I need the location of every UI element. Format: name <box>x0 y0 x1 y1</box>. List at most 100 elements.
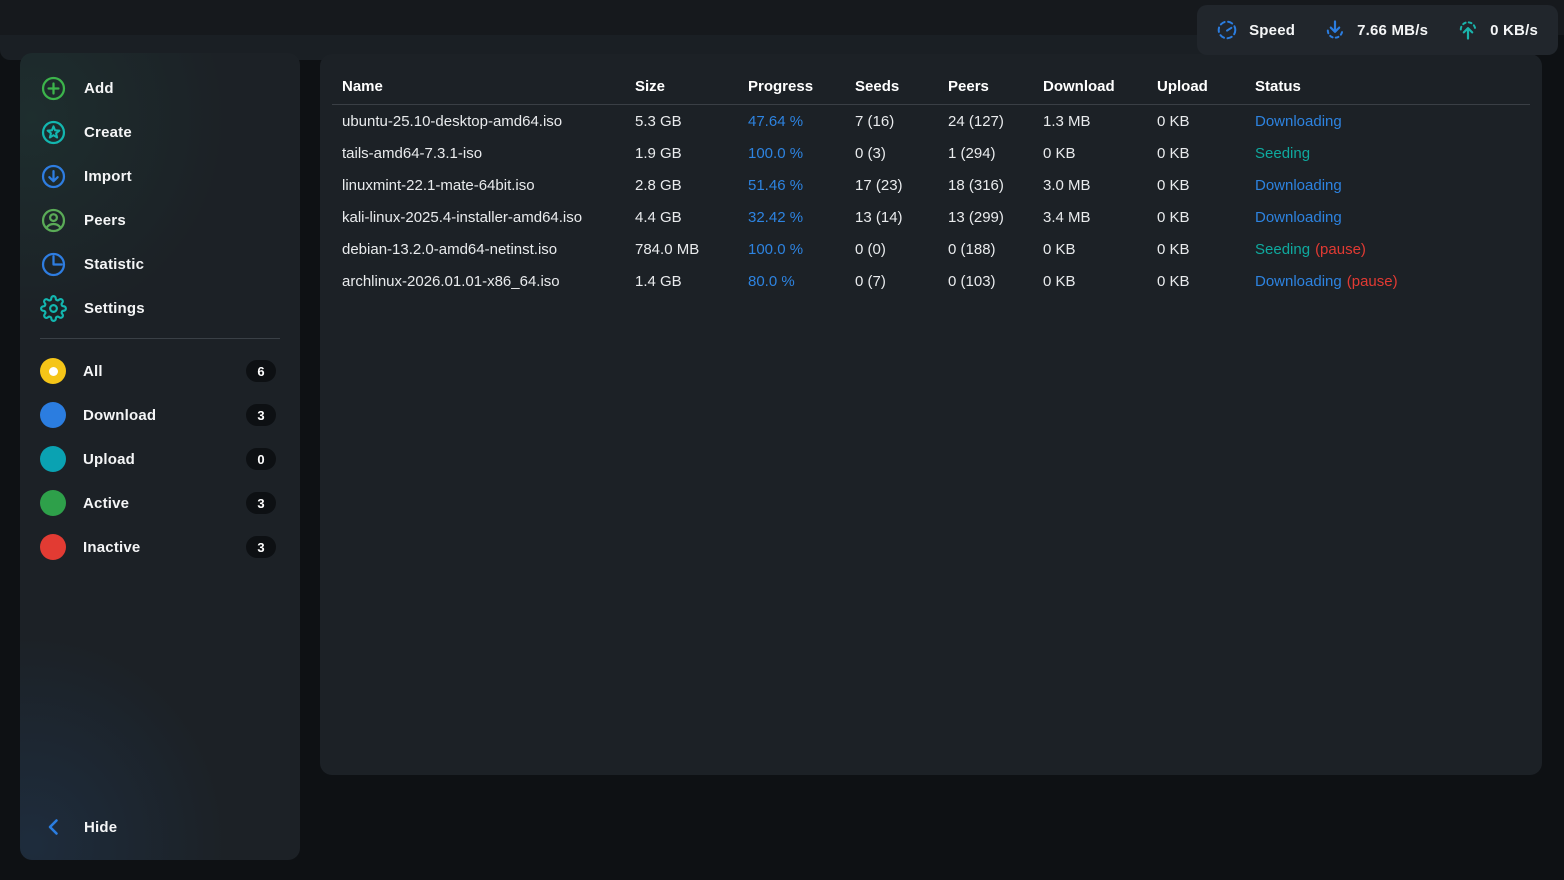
torrent-table: Name Size Progress Seeds Peers Download Upload… <box>320 54 1542 297</box>
column-header-download[interactable]: Download <box>1043 77 1115 95</box>
cell-name: tails-amd64-7.3.1-iso <box>342 144 483 162</box>
sidebar-item-label: Import <box>84 167 132 185</box>
sidebar-item-import[interactable]: Import <box>20 154 300 198</box>
sidebar-item-settings[interactable]: Settings <box>20 286 300 330</box>
column-header-progress[interactable]: Progress <box>748 77 814 95</box>
active-filter-dot-icon <box>40 490 66 516</box>
sidebar-item-label: Add <box>84 79 114 97</box>
cell-size: 4.4 GB <box>635 208 682 226</box>
hide-sidebar-button[interactable]: Hide <box>20 805 300 849</box>
cell-size: 1.9 GB <box>635 144 682 162</box>
inactive-filter-dot-icon <box>40 534 66 560</box>
filter-count-badge: 3 <box>246 492 276 514</box>
cell-download: 0 KB <box>1043 144 1076 162</box>
cell-download: 3.4 MB <box>1043 208 1091 226</box>
sidebar-divider <box>40 338 280 339</box>
sidebar-item-label: Statistic <box>84 255 145 273</box>
column-header-name[interactable]: Name <box>342 77 383 95</box>
cell-size: 784.0 MB <box>635 240 700 258</box>
cell-status: Downloading <box>1255 209 1520 226</box>
plus-circle-icon <box>40 75 67 102</box>
table-row[interactable]: archlinux-2026.01.01-x86_64.iso 1.4 GB 8… <box>342 265 1520 297</box>
cell-peers: 18 (316) <box>948 176 1004 194</box>
status-paused-text: (pause) <box>1346 272 1398 290</box>
filter-item-active[interactable]: Active 3 <box>20 481 300 525</box>
status-text: Seeding <box>1255 144 1311 162</box>
filter-count-badge: 6 <box>246 360 276 382</box>
status-text: Downloading <box>1255 176 1342 194</box>
table-body: ubuntu-25.10-desktop-amd64.iso 5.3 GB 47… <box>342 105 1520 297</box>
filter-item-upload[interactable]: Upload 0 <box>20 437 300 481</box>
cell-download: 0 KB <box>1043 272 1076 290</box>
table-row[interactable]: linuxmint-22.1-mate-64bit.iso 2.8 GB 51.… <box>342 169 1520 201</box>
speed-gauge-icon <box>1215 18 1239 42</box>
sidebar-nav: Add Create Import Peers Statistic Settin… <box>20 53 300 330</box>
cell-upload: 0 KB <box>1157 240 1190 258</box>
upload-speed-group: 0 KB/s <box>1456 18 1538 42</box>
cell-seeds: 17 (23) <box>855 176 903 194</box>
filter-count-badge: 3 <box>246 536 276 558</box>
cell-peers: 0 (188) <box>948 240 996 258</box>
sidebar-filters: All 6 Download 3 Upload 0 Active 3 Inact… <box>20 349 300 569</box>
cell-progress: 51.46 % <box>748 176 804 194</box>
filter-label: Active <box>83 494 130 512</box>
sidebar-item-add[interactable]: Add <box>20 66 300 110</box>
cell-seeds: 0 (0) <box>855 240 886 258</box>
filter-item-download[interactable]: Download 3 <box>20 393 300 437</box>
filter-item-all[interactable]: All 6 <box>20 349 300 393</box>
cell-peers: 0 (103) <box>948 272 996 290</box>
cell-size: 2.8 GB <box>635 176 682 194</box>
selected-dot <box>48 366 58 376</box>
status-text: Seeding <box>1255 240 1311 258</box>
cell-download: 0 KB <box>1043 240 1076 258</box>
cell-seeds: 0 (3) <box>855 144 886 162</box>
cell-upload: 0 KB <box>1157 208 1190 226</box>
cell-upload: 0 KB <box>1157 272 1190 290</box>
sidebar-item-statistic[interactable]: Statistic <box>20 242 300 286</box>
cell-progress: 32.42 % <box>748 208 804 226</box>
column-header-upload[interactable]: Upload <box>1157 77 1208 95</box>
cell-name: linuxmint-22.1-mate-64bit.iso <box>342 176 535 194</box>
star-circle-icon <box>40 119 67 146</box>
cell-size: 5.3 GB <box>635 112 682 130</box>
cell-name: debian-13.2.0-amd64-netinst.iso <box>342 240 558 258</box>
cell-name: ubuntu-25.10-desktop-amd64.iso <box>342 112 563 130</box>
filter-label: Download <box>83 406 157 424</box>
pie-chart-icon <box>40 251 67 278</box>
speed-group: Speed <box>1215 18 1295 42</box>
cell-upload: 0 KB <box>1157 176 1190 194</box>
cell-name: archlinux-2026.01.01-x86_64.iso <box>342 272 560 290</box>
cell-status: Downloading (pause) <box>1255 273 1520 290</box>
table-row[interactable]: debian-13.2.0-amd64-netinst.iso 784.0 MB… <box>342 233 1520 265</box>
speed-label: Speed <box>1249 21 1296 39</box>
person-circle-icon <box>40 207 67 234</box>
column-header-seeds[interactable]: Seeds <box>855 77 900 95</box>
sidebar-item-label: Peers <box>84 211 126 229</box>
column-header-status[interactable]: Status <box>1255 77 1301 95</box>
cell-download: 3.0 MB <box>1043 176 1091 194</box>
upload-speed-icon <box>1456 18 1480 42</box>
gear-icon <box>40 294 67 322</box>
cell-peers: 13 (299) <box>948 208 1004 226</box>
cell-seeds: 13 (14) <box>855 208 903 226</box>
sidebar: Add Create Import Peers Statistic Settin… <box>20 53 300 860</box>
table-row[interactable]: ubuntu-25.10-desktop-amd64.iso 5.3 GB 47… <box>342 105 1520 137</box>
speed-indicators: Speed 7.66 MB/s 0 KB/s <box>1197 5 1558 55</box>
filter-item-inactive[interactable]: Inactive 3 <box>20 525 300 569</box>
cell-name: kali-linux-2025.4-installer-amd64.iso <box>342 208 583 226</box>
cell-upload: 0 KB <box>1157 144 1190 162</box>
torrent-list-panel: Name Size Progress Seeds Peers Download Upload… <box>320 54 1542 775</box>
cell-status: Downloading <box>1255 113 1520 130</box>
column-header-size[interactable]: Size <box>635 77 666 95</box>
sidebar-item-peers[interactable]: Peers <box>20 198 300 242</box>
cell-download: 1.3 MB <box>1043 112 1091 130</box>
sidebar-item-create[interactable]: Create <box>20 110 300 154</box>
upload-filter-dot-icon <box>40 446 66 472</box>
sidebar-item-label: Create <box>84 123 132 141</box>
column-header-peers[interactable]: Peers <box>948 77 989 95</box>
table-row[interactable]: tails-amd64-7.3.1-iso 1.9 GB 100.0 % 0 (… <box>342 137 1520 169</box>
table-row[interactable]: kali-linux-2025.4-installer-amd64.iso 4.… <box>342 201 1520 233</box>
download-filter-dot-icon <box>40 402 66 428</box>
download-speed-value: 7.66 MB/s <box>1357 21 1429 39</box>
all-filter-dot-icon <box>40 358 66 384</box>
